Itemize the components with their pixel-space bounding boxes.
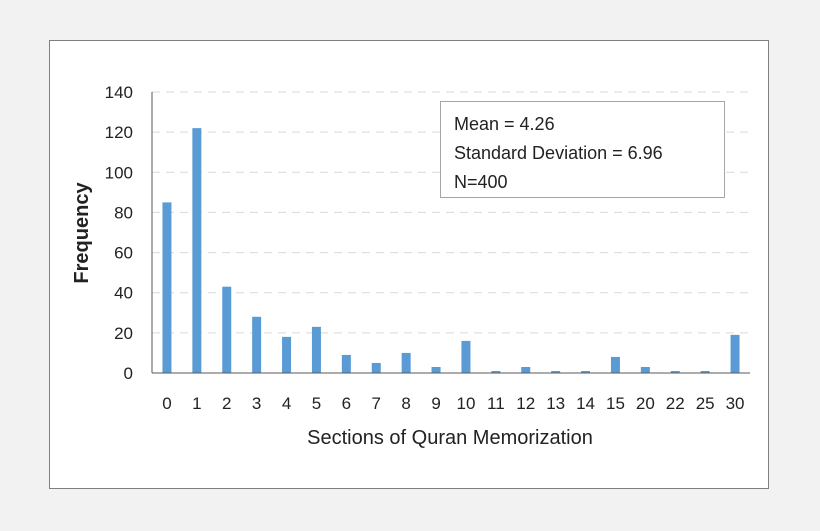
- stats-annotation-box: Mean = 4.26 Standard Deviation = 6.96 N=…: [440, 101, 725, 198]
- n-annotation: N=400: [454, 172, 508, 192]
- y-tick-label: 140: [105, 83, 133, 102]
- x-tick-label: 4: [282, 394, 291, 413]
- bar-30: [730, 334, 740, 373]
- bar-5: [311, 326, 321, 373]
- x-tick-label: 10: [456, 394, 475, 413]
- std-dev-annotation: Standard Deviation = 6.96: [454, 143, 663, 163]
- bar-12: [521, 366, 531, 373]
- x-tick-label: 14: [576, 394, 595, 413]
- bar-22: [670, 370, 680, 373]
- x-tick-label: 13: [546, 394, 565, 413]
- x-tick-labels: 0 1 2 3 4 5 6 7 8 9 10 11 12 13 14 15 20 22 25 30: [162, 394, 744, 413]
- x-tick-label: 5: [312, 394, 321, 413]
- bar-14: [581, 370, 591, 373]
- bar-7: [371, 362, 381, 373]
- bar-11: [491, 370, 501, 373]
- bar-20: [640, 366, 650, 373]
- bar-10: [461, 340, 471, 373]
- x-tick-label: 11: [487, 394, 505, 413]
- y-tick-label: 60: [114, 244, 133, 263]
- bar-2: [222, 286, 232, 373]
- y-tick-label: 100: [105, 163, 133, 182]
- x-tick-label: 8: [401, 394, 410, 413]
- bars: [162, 128, 740, 373]
- bar-1: [192, 128, 202, 373]
- x-tick-label: 20: [636, 394, 655, 413]
- x-tick-label: 30: [726, 394, 745, 413]
- bar-6: [341, 354, 351, 373]
- bar-3: [252, 316, 262, 373]
- x-tick-label: 6: [342, 394, 351, 413]
- x-tick-label: 15: [606, 394, 625, 413]
- bar-25: [700, 370, 710, 373]
- bar-13: [551, 370, 561, 373]
- axes: [151, 92, 750, 374]
- y-axis-title: Frequency: [71, 182, 93, 284]
- bar-9: [431, 366, 441, 373]
- x-tick-label: 25: [696, 394, 715, 413]
- x-tick-label: 2: [222, 394, 231, 413]
- y-tick-label: 20: [114, 324, 133, 343]
- bar-4: [282, 336, 292, 373]
- x-tick-label: 0: [162, 394, 171, 413]
- x-axis-title: Sections of Quran Memorization: [307, 427, 593, 449]
- bar-0: [162, 202, 172, 373]
- gridlines: [152, 91, 750, 334]
- y-tick-label: 80: [114, 203, 133, 222]
- x-tick-label: 9: [431, 394, 440, 413]
- x-tick-label: 12: [516, 394, 535, 413]
- mean-annotation: Mean = 4.26: [454, 114, 555, 134]
- y-tick-label: 0: [124, 364, 133, 383]
- x-tick-label: 22: [666, 394, 685, 413]
- x-tick-label: 1: [192, 394, 201, 413]
- x-tick-label: 3: [252, 394, 261, 413]
- y-tick-labels: 0 20 40 60 80 100 120 140: [105, 83, 133, 383]
- x-tick-label: 7: [372, 394, 381, 413]
- bar-8: [401, 352, 411, 373]
- bar-15: [610, 356, 620, 373]
- y-tick-label: 120: [105, 123, 133, 142]
- y-tick-label: 40: [114, 284, 133, 303]
